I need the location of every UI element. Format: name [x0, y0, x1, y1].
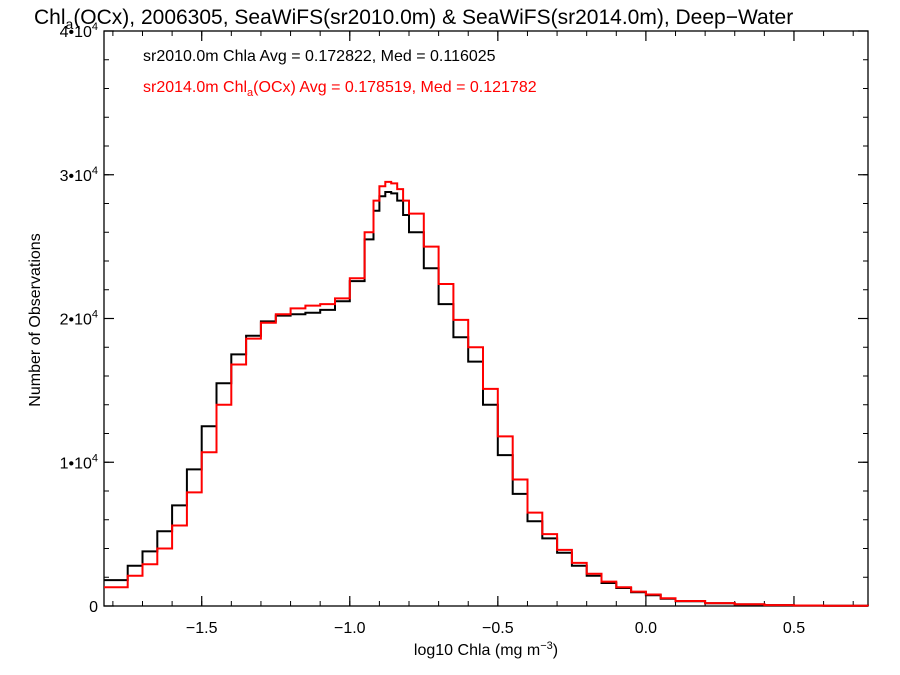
y-tick-label: 4•104	[60, 21, 98, 41]
legend-entry-red-sub: a	[247, 87, 254, 99]
axis-ticks	[104, 30, 868, 607]
x-tick-label: −0.5	[482, 620, 514, 637]
y-axis-label: Number of Observations	[27, 233, 44, 406]
chart-title-subscript: a	[66, 16, 74, 32]
series-sr2010-line	[104, 191, 869, 607]
y-tick-label: 0	[89, 599, 98, 616]
legend-entry-red-pre: sr2014.0m Chl	[143, 79, 247, 96]
x-axis-label-main: log10 Chla (mg m	[414, 642, 540, 659]
x-tick-label: −1.0	[334, 620, 366, 637]
y-tick-label: 1•104	[60, 452, 98, 472]
x-axis-label-sup: −3	[540, 640, 553, 652]
chart-title-rest: (OCx), 2006305, SeaWiFS(sr2010.0m) & Sea…	[73, 6, 793, 29]
x-tick-label: 0.0	[635, 620, 657, 637]
legend-entry-red-post: (OCx) Avg = 0.178519, Med = 0.121782	[253, 79, 537, 96]
legend-entry-black: sr2010.0m Chla Avg = 0.172822, Med = 0.1…	[143, 48, 496, 65]
y-tick-label: 3•104	[60, 165, 98, 185]
x-tick-label: 0.5	[783, 620, 805, 637]
y-tick-label: 2•104	[60, 309, 98, 329]
x-tick-label: −1.5	[186, 620, 218, 637]
chart-title-prefix: Chl	[34, 6, 66, 29]
x-tick-labels: −1.5 −1.0 −0.5 0.0 0.5	[186, 620, 805, 637]
chart-title: Chla(OCx), 2006305, SeaWiFS(sr2010.0m) &…	[34, 6, 793, 32]
x-axis-label: log10 Chla (mg m−3)	[414, 640, 558, 659]
plot-frame	[103, 30, 869, 607]
x-axis-label-close: )	[553, 642, 558, 659]
legend-entry-red: sr2014.0m Chla(OCx) Avg = 0.178519, Med …	[143, 79, 537, 99]
y-tick-labels: 0 1•104 2•104 3•104 4•104	[60, 21, 99, 616]
series-layer	[104, 180, 869, 607]
series-sr2014-line	[104, 180, 869, 607]
